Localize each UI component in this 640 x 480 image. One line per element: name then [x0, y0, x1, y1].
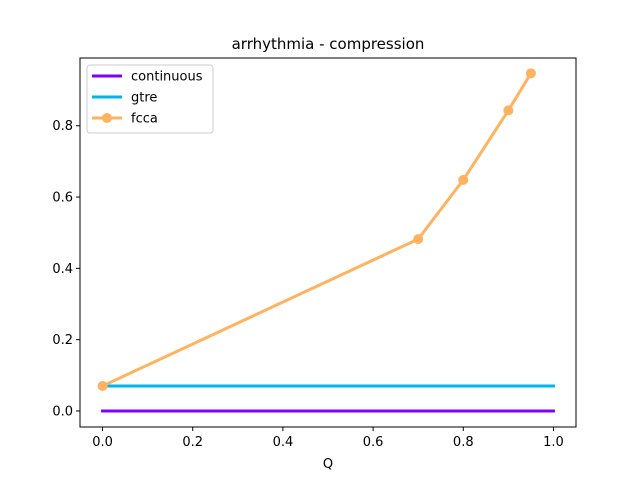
data-point-fcca [525, 68, 536, 79]
x-axis-label: Q [323, 457, 333, 472]
data-point-fcca [413, 234, 424, 245]
legend-label-gtre: gtre [131, 91, 157, 106]
x-tick-label: 0.8 [453, 435, 474, 450]
data-point-fcca [458, 174, 469, 185]
y-tick-label: 0.8 [52, 119, 73, 134]
legend: continuous gtre fcca [86, 64, 214, 134]
x-tick-label: 0.6 [363, 435, 384, 450]
legend-label-fcca: fcca [131, 112, 158, 127]
x-tick-label: 1.0 [543, 435, 564, 450]
legend-marker-fcca [102, 113, 112, 123]
x-tick-label: 0.2 [182, 435, 203, 450]
legend-label-continuous: continuous [131, 70, 203, 85]
legend-box [86, 64, 214, 134]
plot-area: 0.0 0.2 0.4 0.6 0.8 1.0 0.0 0.2 0.4 0.6 0.8 [52, 68, 564, 450]
data-point-fcca [97, 381, 108, 391]
y-tick-label: 0.0 [52, 404, 73, 419]
y-tick-label: 0.6 [52, 191, 73, 206]
chart-title: arrhythmia - compression [232, 35, 425, 53]
y-tick-label: 0.4 [52, 262, 73, 277]
y-tick-label: 0.2 [52, 333, 73, 348]
data-point-fcca [503, 105, 514, 116]
x-tick-label: 0.0 [92, 435, 113, 450]
axes-frame [79, 57, 577, 428]
x-tick-label: 0.4 [273, 435, 294, 450]
